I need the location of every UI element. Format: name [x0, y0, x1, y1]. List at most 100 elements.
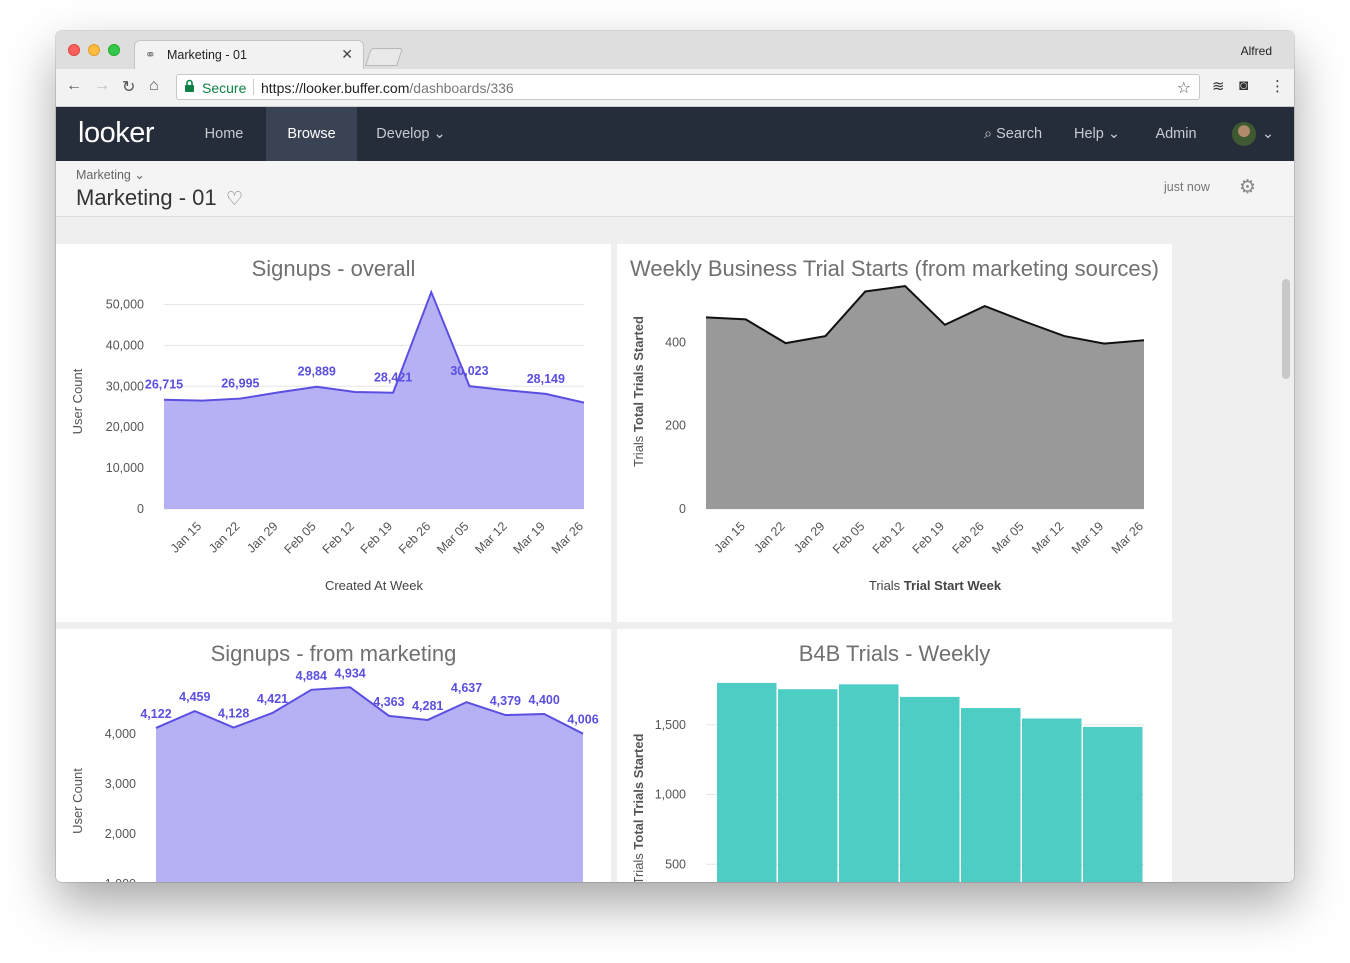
tile-b4b-trials[interactable]: B4B Trials - Weekly 500 1,000 1,500 Trials … [617, 629, 1172, 882]
omnibox-divider [253, 79, 254, 95]
bar [839, 684, 899, 882]
b4b-trials-chart: 500 1,000 1,500 Trials Total Trials Started [631, 682, 1144, 882]
looker-logo[interactable]: looker [78, 117, 155, 149]
dashboard-content: Signups - overall 0 10,000 20,000 30,000 40,… [56, 217, 1294, 882]
series-line [705, 285, 1145, 345]
data-label: 4,934 [334, 666, 365, 680]
bar [778, 689, 838, 882]
x-tick-label: Feb 19 [358, 519, 395, 556]
data-label: 4,379 [490, 694, 521, 708]
y-tick-label: 20,000 [106, 420, 144, 434]
data-label: 4,128 [218, 707, 249, 721]
x-tick-label: Jan 29 [791, 519, 827, 555]
y-axis-title: Trials Total Trials Started [631, 316, 646, 467]
y-tick-label: 0 [137, 502, 144, 516]
nav-help[interactable]: Help ⌄ [1073, 126, 1120, 142]
pocket-extension-icon[interactable]: ◙ [1239, 77, 1249, 94]
favorite-heart-icon[interactable]: ♡ [226, 189, 244, 210]
buffer-extension-icon[interactable]: ≋ [1212, 78, 1225, 95]
y-axis-title: User Count [70, 768, 85, 834]
series-area [706, 286, 1144, 509]
y-tick-label: 1,500 [655, 718, 686, 732]
maximize-window-button[interactable] [108, 44, 120, 56]
data-label: 28,149 [527, 372, 565, 386]
nav-browse[interactable]: Browse [266, 107, 357, 161]
x-tick-label: Mar 12 [1029, 519, 1066, 556]
x-tick-label: Mar 26 [549, 519, 586, 556]
data-label: 26,715 [145, 378, 183, 392]
data-label: 28,421 [374, 371, 412, 385]
y-tick-label: 1,000 [655, 788, 686, 802]
back-icon[interactable]: ← [66, 77, 82, 94]
data-label: 4,006 [567, 713, 598, 727]
x-tick-label: Jan 22 [206, 519, 242, 555]
close-tab-icon[interactable]: ✕ [341, 46, 353, 62]
menu-dots-icon[interactable]: ⋮ [1270, 78, 1285, 95]
chevron-down-icon: ⌄ [1107, 126, 1120, 142]
x-tick-label: Jan 29 [244, 519, 280, 555]
y-tick-label: 200 [665, 419, 686, 433]
reload-icon[interactable]: ↻ [122, 79, 136, 96]
nav-admin[interactable]: Admin [1155, 126, 1197, 142]
home-icon[interactable]: ⌂ [149, 77, 159, 94]
avatar-chevron-down-icon[interactable]: ⌄ [1261, 126, 1275, 142]
nav-search[interactable]: ⌕ Search [983, 126, 1043, 142]
user-avatar[interactable] [1232, 122, 1256, 146]
x-axis-title: Created At Week [325, 578, 424, 593]
y-tick-label: 1,000 [105, 877, 136, 882]
breadcrumb[interactable]: Marketing ⌄ [76, 168, 145, 182]
profile-name[interactable]: Alfred [1240, 44, 1272, 58]
url-text: https://looker.buffer.com/dashboards/336 [261, 80, 514, 96]
last-updated-text: just now [1164, 180, 1210, 194]
browser-tab[interactable]: ⚭ Marketing - 01 ✕ [134, 40, 364, 69]
y-tick-label: 40,000 [106, 338, 144, 352]
browser-window: ⚭ Marketing - 01 ✕ Alfred ← → ↻ ⌂ Secure… [56, 31, 1294, 882]
series-line [155, 686, 584, 735]
forward-icon[interactable]: → [94, 77, 110, 94]
bar [1022, 718, 1082, 882]
tile-signups-marketing[interactable]: Signups - from marketing 1,000 2,000 3,000… [56, 629, 611, 882]
tab-title: Marketing - 01 [167, 48, 247, 62]
tile-title: Signups - overall [251, 256, 416, 281]
bar [900, 696, 960, 882]
dashboard-header: Marketing ⌄ Marketing - 01 ♡ just now ⚙ [56, 161, 1294, 217]
nav-home[interactable]: Home [204, 126, 244, 142]
y-tick-label: 50,000 [106, 297, 144, 311]
minimize-window-button[interactable] [88, 44, 100, 56]
scrollbar[interactable] [1282, 279, 1290, 379]
tile-title: Signups - from marketing [210, 641, 457, 666]
x-tick-label: Feb 05 [830, 519, 867, 556]
tile-weekly-business-trials[interactable]: Weekly Business Trial Starts (from marke… [617, 244, 1172, 622]
y-tick-label: 4,000 [105, 727, 136, 741]
y-tick-label: 3,000 [105, 777, 136, 791]
y-tick-label: 2,000 [105, 827, 136, 841]
new-tab-button[interactable] [365, 48, 403, 66]
series-area [164, 292, 584, 509]
browser-toolbar: ← → ↻ ⌂ Secure https://looker.buffer.com… [56, 69, 1294, 107]
x-tick-label: Mar 19 [511, 519, 548, 556]
nav-develop[interactable]: Develop ⌄ [376, 126, 446, 142]
x-tick-label: Feb 12 [320, 519, 357, 556]
data-label: 30,023 [450, 364, 488, 378]
tile-signups-overall[interactable]: Signups - overall 0 10,000 20,000 30,000 40,… [56, 244, 611, 622]
x-axis-title: Trials Trial Start Week [869, 578, 1002, 593]
y-tick-label: 30,000 [106, 379, 144, 393]
bar [717, 682, 777, 882]
x-tick-label: Mar 19 [1069, 519, 1106, 556]
bookmark-star-icon[interactable]: ☆ [1176, 80, 1191, 97]
x-tick-label: Feb 26 [949, 519, 986, 556]
x-tick-label: Feb 12 [870, 519, 907, 556]
x-tick-label: Feb 19 [910, 519, 947, 556]
address-bar[interactable]: Secure https://looker.buffer.com/dashboa… [176, 74, 1200, 100]
data-label: 4,637 [451, 681, 482, 695]
series-line [163, 289, 585, 404]
gear-icon[interactable]: ⚙ [1239, 177, 1257, 198]
x-tick-label: Feb 05 [281, 519, 318, 556]
data-label: 4,421 [257, 692, 288, 706]
page-title: Marketing - 01 [76, 185, 217, 210]
y-tick-label: 0 [679, 502, 686, 516]
close-window-button[interactable] [68, 44, 80, 56]
bar [1083, 726, 1143, 882]
series-area [156, 687, 583, 882]
